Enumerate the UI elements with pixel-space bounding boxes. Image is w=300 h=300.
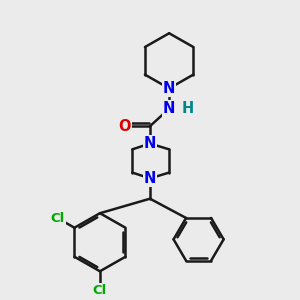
Text: N: N [144, 171, 156, 186]
Text: N: N [163, 101, 175, 116]
Text: H: H [181, 101, 194, 116]
Text: N: N [144, 136, 156, 151]
Text: Cl: Cl [51, 212, 65, 225]
Text: O: O [119, 118, 131, 134]
Text: Cl: Cl [93, 284, 107, 297]
Text: N: N [163, 81, 175, 96]
